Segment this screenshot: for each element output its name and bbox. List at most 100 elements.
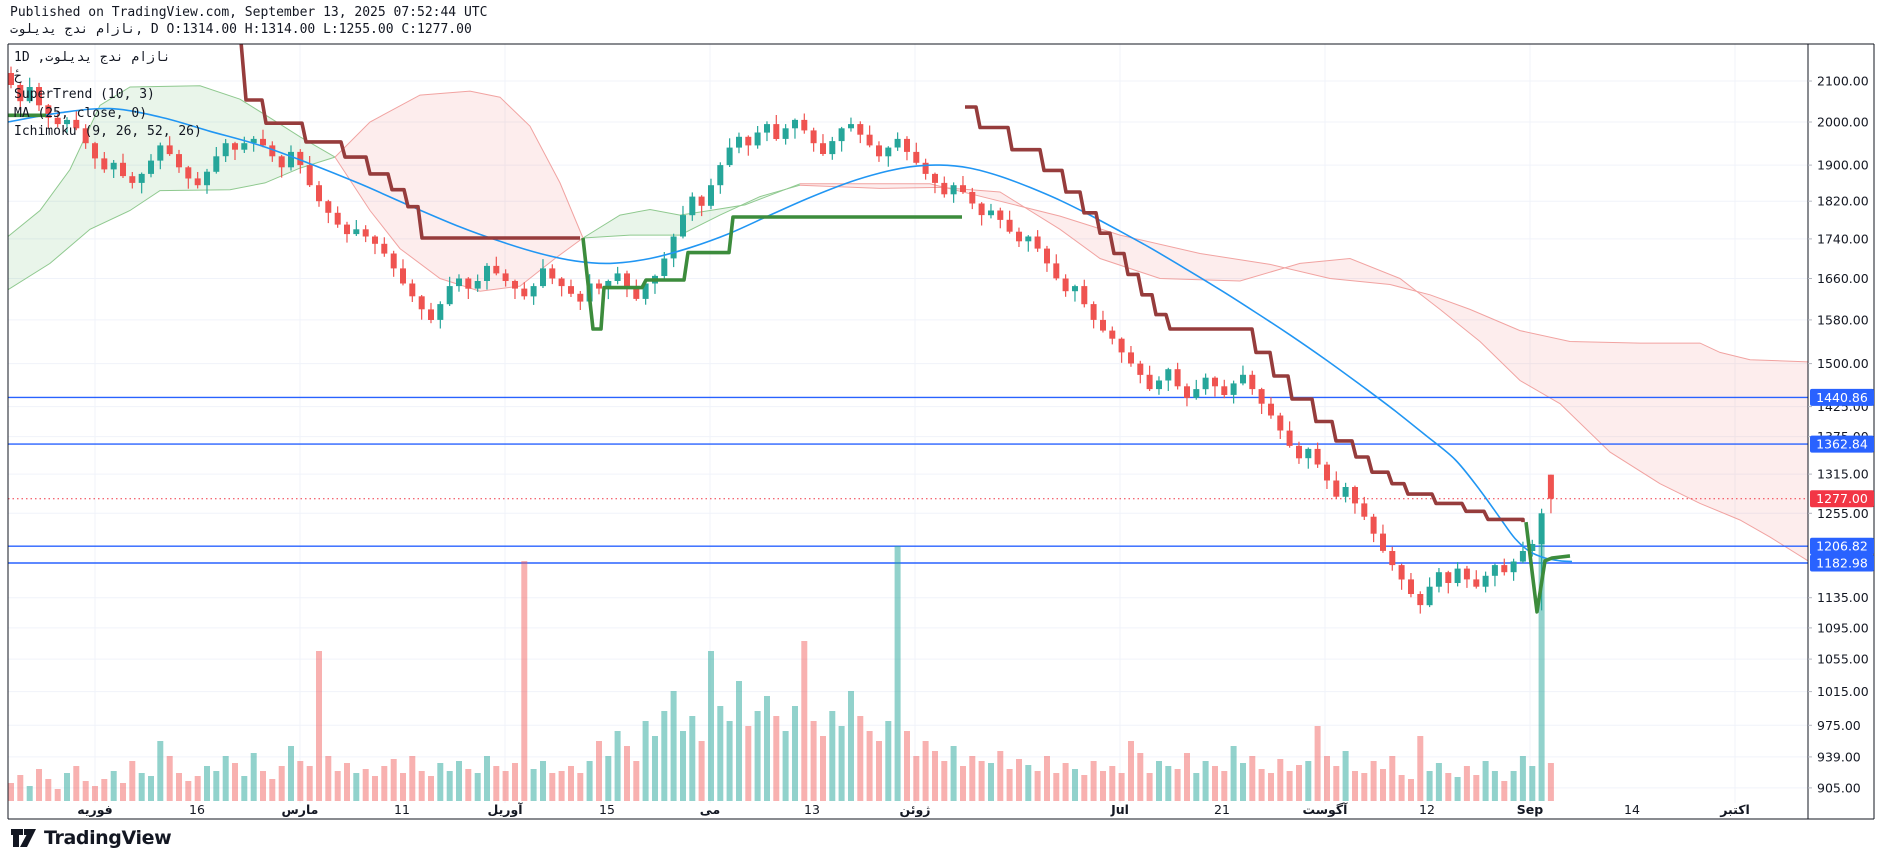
volume-bar: [362, 769, 369, 801]
volume-bar: [306, 766, 313, 801]
volume-bar: [1212, 766, 1218, 801]
volume-bar: [792, 706, 798, 801]
volume-bar: [960, 766, 966, 801]
x-axis-label: فوريه: [77, 802, 113, 817]
candle-body: [288, 151, 294, 168]
volume-bar: [54, 789, 61, 801]
candle-body: [913, 151, 920, 163]
candle-body: [1062, 278, 1069, 292]
candle-body: [101, 158, 108, 170]
volume-bar: [969, 756, 976, 801]
candle-body: [1398, 565, 1405, 580]
volume-bar: [502, 771, 509, 801]
volume-bar: [1501, 781, 1508, 801]
price-tag-value: 1206.82: [1816, 539, 1868, 554]
volume-bar: [1156, 761, 1162, 801]
volume-bar: [1249, 756, 1256, 801]
candle-body: [1277, 415, 1284, 431]
x-axis-label: آگوست: [1303, 802, 1349, 817]
volume-bar: [129, 761, 136, 801]
candle-body: [306, 165, 313, 186]
x-axis-label: مارس: [282, 802, 319, 817]
candle-body: [754, 132, 761, 146]
y-axis-label: 1095.00: [1817, 620, 1869, 635]
level-price-tag[interactable]: 1362.84: [1810, 435, 1874, 453]
candle-body: [829, 141, 836, 155]
volume-bar: [1044, 756, 1050, 801]
y-axis-label: 1135.00: [1817, 590, 1869, 605]
tradingview-logo[interactable]: TradingView: [10, 827, 172, 849]
x-axis-label: آوریل: [487, 802, 523, 817]
candle-body: [1370, 516, 1377, 534]
candle-body: [1128, 352, 1134, 364]
volume-bar: [568, 766, 574, 801]
volume-bar: [138, 773, 145, 801]
candle-body: [297, 151, 304, 166]
ichimoku-cloud-pink: [335, 91, 583, 292]
volume-bar: [1128, 741, 1134, 801]
supertrend-green: [1524, 521, 1571, 614]
level-price-tag[interactable]: 1206.82: [1810, 537, 1874, 555]
volume-bar: [717, 706, 724, 801]
supertrend-red: [965, 105, 1525, 523]
candle-body: [8, 73, 14, 85]
volume-bar: [689, 716, 696, 801]
volume-bar: [820, 736, 826, 801]
candle-body: [1454, 568, 1461, 583]
candle-body: [820, 143, 826, 154]
volume-bar: [1286, 771, 1293, 801]
volume-bar: [1510, 771, 1517, 801]
candle-body: [614, 273, 621, 281]
x-axis-label: ژوئن: [900, 802, 931, 817]
candle-body: [978, 203, 985, 216]
current-price-tag[interactable]: 1277.00: [1810, 490, 1874, 508]
volume-bar: [1240, 763, 1246, 801]
y-axis-label: 1500.00: [1817, 356, 1869, 371]
candle-body: [465, 278, 472, 289]
candle-body: [540, 268, 546, 287]
cloud-top-edge: [334, 90, 584, 239]
volume-bar: [1034, 771, 1041, 801]
volume-bar: [232, 763, 238, 801]
volume-bar: [1538, 541, 1545, 801]
y-axis-label: 1055.00: [1817, 652, 1869, 667]
volume-bar: [1230, 746, 1237, 801]
candle-body: [1519, 551, 1526, 562]
volume-bar: [1062, 763, 1069, 801]
volume-bar: [269, 779, 276, 801]
volume-bar: [754, 711, 761, 801]
candle-body: [1240, 374, 1246, 384]
volume-bar: [1072, 769, 1078, 801]
price-tag-value: 1440.86: [1816, 390, 1868, 405]
y-axis-label: 1660.00: [1817, 271, 1869, 286]
y-axis-label: 1315.00: [1817, 467, 1869, 482]
volume-bar: [1100, 771, 1106, 801]
volume-bar: [1277, 759, 1284, 801]
candle-body: [1361, 503, 1368, 517]
volume-bar: [1296, 765, 1302, 801]
candle-body: [596, 283, 602, 289]
volume-bar: [1305, 761, 1312, 801]
candle-body: [726, 147, 733, 166]
volume-bar: [1463, 766, 1470, 801]
candle-body: [17, 85, 24, 102]
candle-body: [241, 143, 248, 150]
candle-body: [73, 119, 80, 129]
candle-body: [362, 229, 369, 237]
volume-bar: [614, 731, 621, 801]
candle-body: [1249, 374, 1256, 390]
x-axis-label: Jul: [1110, 802, 1129, 817]
symbol-ohlc-line: نازام ندج یدیلوت, D O:1314.00 H:1314.00 …: [10, 22, 472, 37]
candle-body: [885, 147, 892, 157]
volume-bar: [1268, 773, 1274, 801]
level-price-tag[interactable]: 1440.86: [1810, 388, 1874, 406]
volume-bar: [549, 773, 556, 801]
candle-body: [1016, 231, 1022, 242]
level-price-tag[interactable]: 1182.98: [1810, 554, 1874, 572]
candle-body: [1529, 544, 1536, 551]
volume-bar: [1398, 775, 1405, 801]
volume-bar: [596, 741, 602, 801]
x-axis-label: Sep: [1517, 802, 1543, 817]
volume-bar: [605, 756, 612, 801]
